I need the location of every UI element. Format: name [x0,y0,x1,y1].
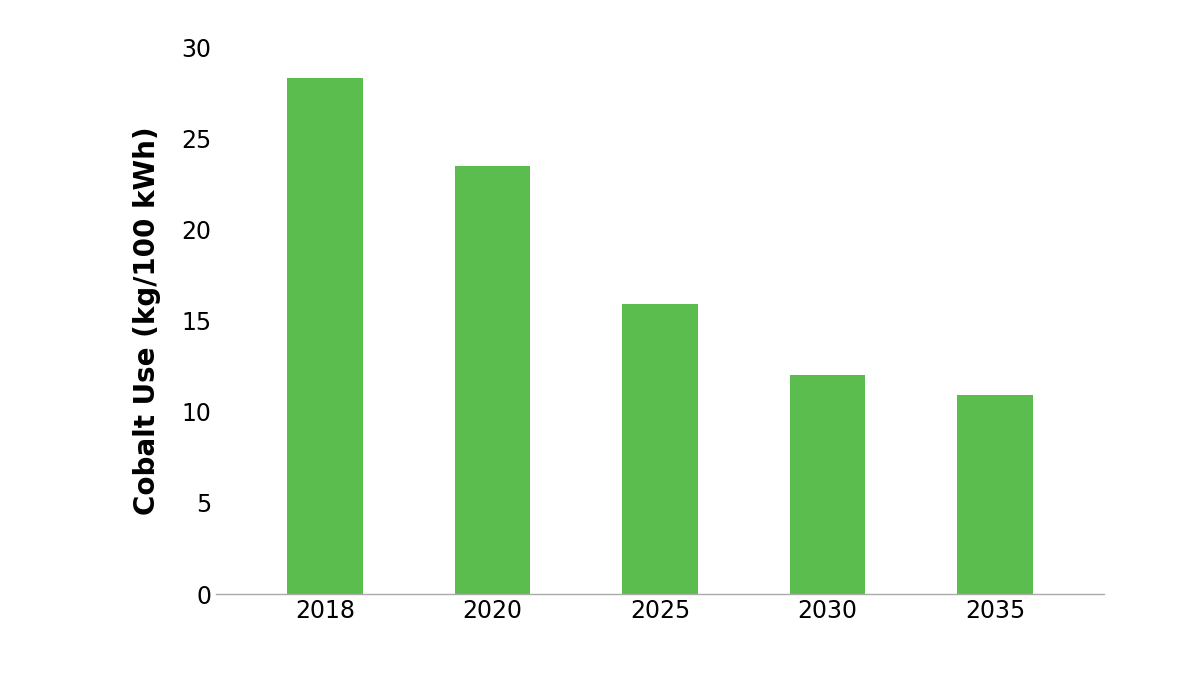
Bar [455,166,530,594]
Bar [790,375,865,594]
Y-axis label: Cobalt Use (kg/100 kWh): Cobalt Use (kg/100 kWh) [133,126,162,515]
Bar [623,304,697,594]
Bar [287,78,362,594]
Bar [958,396,1033,594]
